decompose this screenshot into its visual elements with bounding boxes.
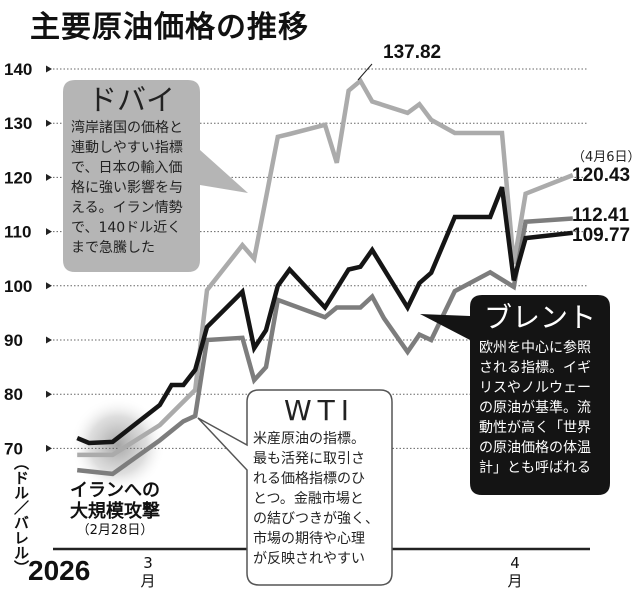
attack-date: （2月28日） — [76, 523, 154, 538]
brent-callout-title: ブレント — [483, 301, 596, 334]
dubai-callout-line: まで急騰した — [71, 240, 155, 256]
peak-value-label: 137.82 — [383, 42, 442, 63]
wti-callout: WTI 米産原油の指標。 最も活発に取引さ れる価格指標のひ とつ。金融市場と の結びつ… — [247, 393, 392, 569]
month-kanji: 月 — [507, 572, 523, 590]
y-tick-marker — [46, 228, 52, 236]
dubai-callout-line: 湾岸諸国の価格と — [71, 120, 183, 136]
brent-series-line — [76, 186, 574, 446]
y-tick-marker — [46, 282, 52, 290]
dubai-end-value: 120.43 — [572, 165, 631, 186]
brent-end-value: 109.77 — [572, 225, 631, 246]
wti-callout-line: 米産原油の指標。 — [253, 431, 365, 447]
wti-callout-line: 最も活発に取引さ — [253, 451, 365, 467]
wti-callout-line: の結びつきが強く、 — [253, 511, 379, 527]
brent-callout-box — [420, 295, 610, 495]
wti-callout-line: とつ。金融市場と — [253, 491, 364, 507]
y-tick-label: 140 — [4, 60, 32, 79]
y-tick-label: 100 — [4, 277, 32, 296]
y-tick-marker — [46, 65, 52, 73]
brent-callout-line: される指標。イギ — [479, 360, 591, 376]
dubai-callout-line: で、140ドル近く — [71, 220, 182, 236]
y-tick-label: 80 — [4, 385, 23, 404]
wti-callout-line: 市場の期待や心理 — [253, 531, 365, 547]
brent-callout-line: の原油価格の体温 — [479, 440, 591, 456]
brent-callout-line: リスやノルウェー — [479, 380, 591, 396]
y-tick-marker — [46, 119, 52, 127]
dubai-callout-line: える。イラン情勢 — [71, 200, 183, 216]
y-tick-label: 130 — [4, 114, 32, 133]
y-axis-unit-label: （ドル／バレル） — [12, 455, 30, 575]
peak-leader-line — [357, 63, 373, 81]
wti-callout-line: れる価格指標のひ — [253, 471, 365, 487]
brent-callout-line: の原油が基準。流 — [479, 400, 591, 416]
y-tick-marker — [46, 390, 52, 398]
brent-callout-line: 動性が高く「世界 — [479, 420, 591, 436]
attack-line-2: 大規模攻撃 — [70, 501, 160, 522]
end-date-label: （4月6日） — [572, 150, 640, 165]
y-tick-label: 70 — [4, 439, 23, 458]
dubai-callout: ドバイ 湾岸諸国の価格と 連動しやすい指標 で、日本の輸入価 格に強い影響を与 える。イ… — [63, 82, 200, 258]
wti-series-line — [76, 216, 573, 477]
month-label-april: 4 月 — [505, 554, 525, 590]
y-tick-label: 110 — [4, 223, 31, 242]
brent-callout-line: 計」とも呼ばれる — [479, 460, 591, 476]
dubai-callout-title: ドバイ — [87, 83, 175, 117]
y-tick-marker — [46, 444, 52, 452]
dubai-callout-line: で、日本の輸入価 — [71, 160, 183, 176]
y-tick-marker — [46, 336, 52, 344]
month-number: 3 — [143, 554, 153, 572]
wti-end-value: 112.41 — [572, 205, 630, 226]
month-kanji: 月 — [140, 572, 156, 590]
attack-line-1: イランへの — [70, 480, 160, 501]
wti-callout-box — [197, 389, 393, 586]
dubai-callout-line: 格に強い影響を与 — [71, 180, 183, 196]
dubai-callout-line: 連動しやすい指標 — [71, 140, 183, 156]
attack-annotation: イランへの 大規模攻撃 （2月28日） — [45, 480, 185, 539]
year-label: 2026 — [28, 555, 91, 586]
y-tick-marker — [46, 173, 52, 181]
chart-title: 主要原油価格の推移 — [30, 10, 309, 45]
y-tick-label: 90 — [4, 331, 23, 350]
wti-callout-line: が反映されやすい — [253, 551, 365, 567]
brent-callout: ブレント 欧州を中心に参照 される指標。イギ リスやノルウェー の原油が基準。流 動性が… — [470, 298, 610, 478]
wti-callout-title: WTI — [283, 394, 356, 427]
brent-callout-line: 欧州を中心に参照 — [479, 340, 591, 356]
month-number: 4 — [510, 554, 520, 572]
month-label-march: 3 月 — [138, 554, 158, 590]
y-tick-label: 120 — [4, 168, 32, 187]
dubai-callout-box — [63, 80, 248, 272]
